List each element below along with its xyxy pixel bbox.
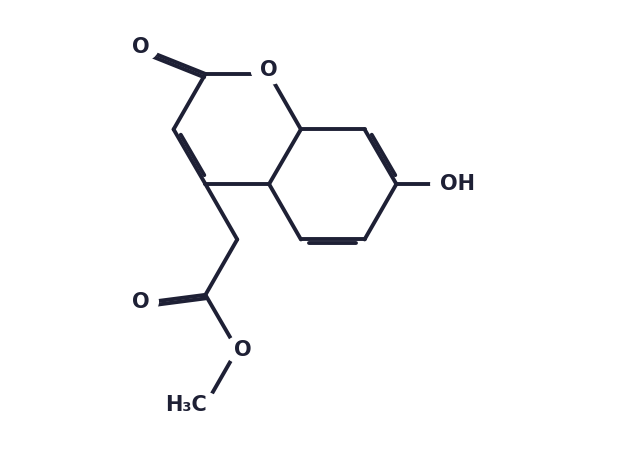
Ellipse shape [151, 389, 221, 421]
Text: O: O [234, 340, 251, 360]
Text: O: O [132, 37, 149, 57]
Text: O: O [260, 60, 278, 80]
Text: O: O [132, 292, 149, 312]
Ellipse shape [252, 56, 287, 84]
Text: H₃C: H₃C [166, 395, 207, 415]
Ellipse shape [123, 33, 158, 61]
Ellipse shape [123, 288, 158, 316]
Text: OH: OH [440, 174, 475, 194]
Ellipse shape [225, 336, 260, 364]
Ellipse shape [431, 170, 484, 198]
